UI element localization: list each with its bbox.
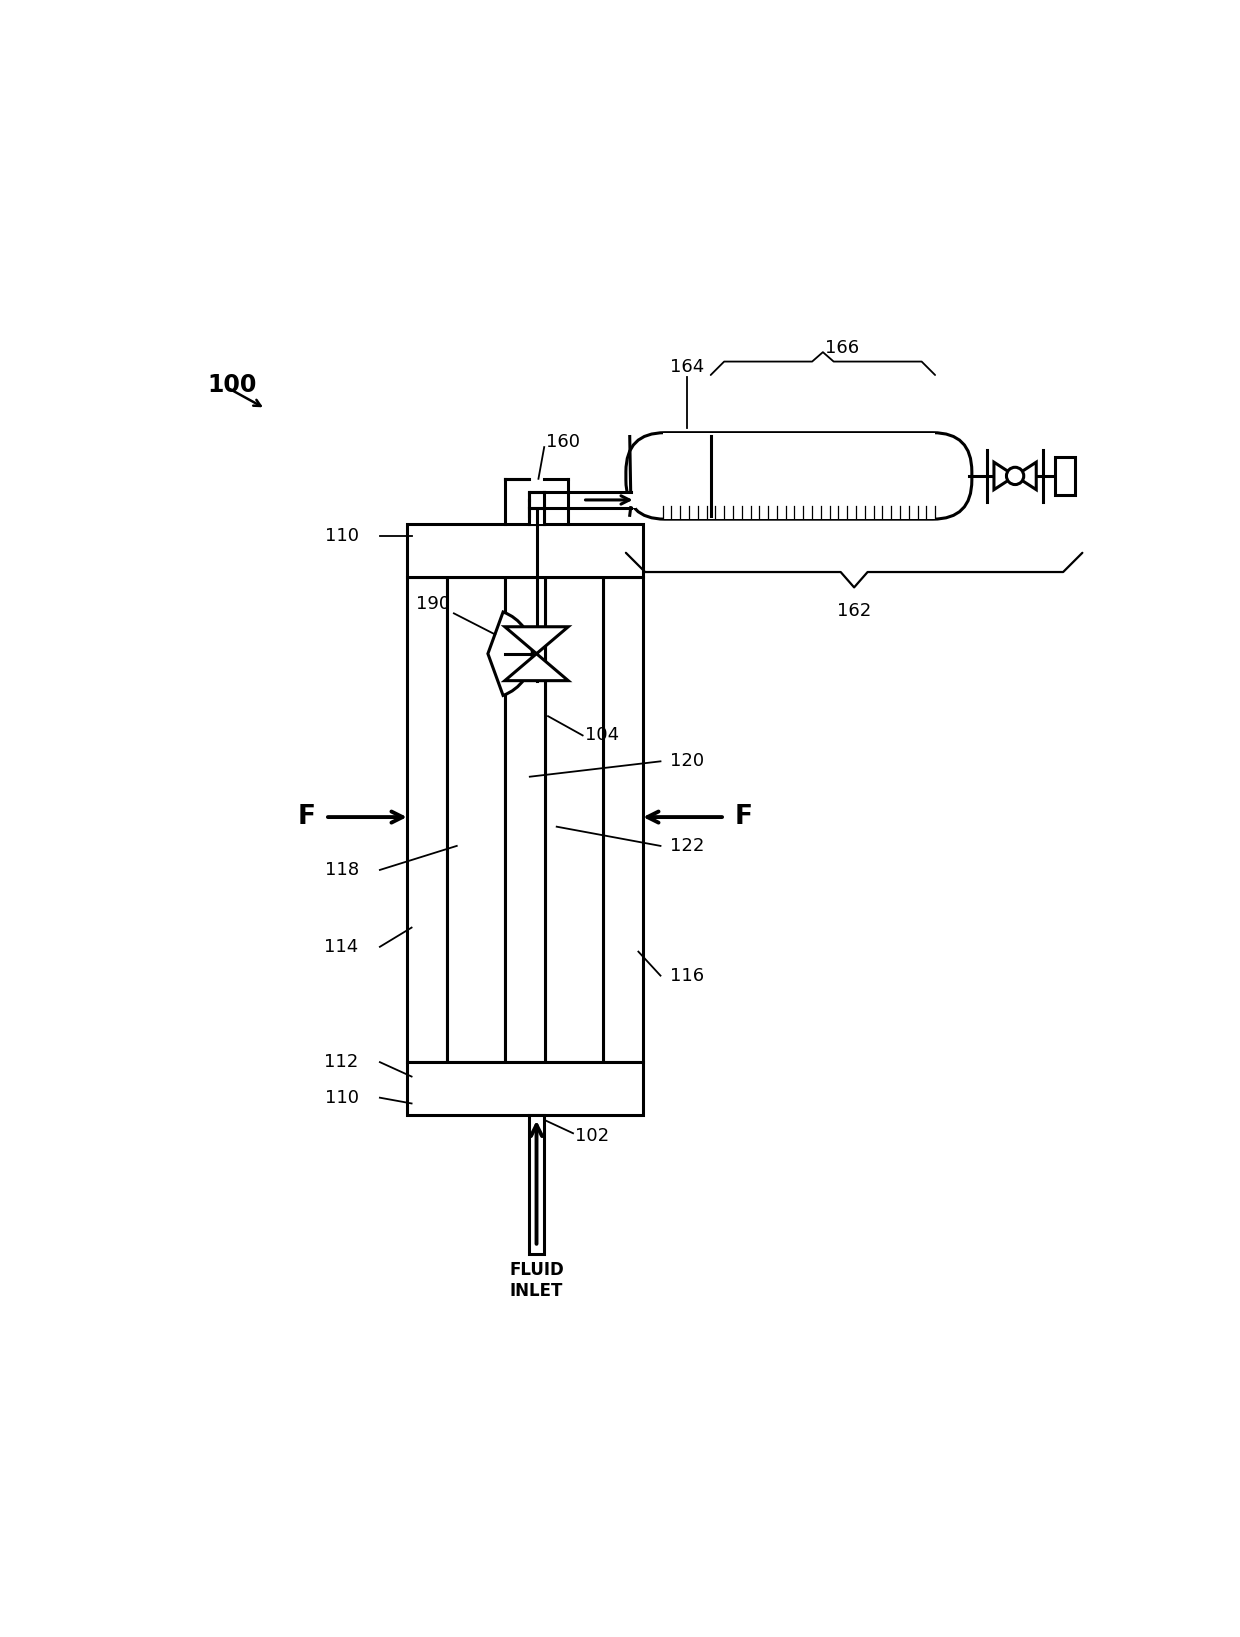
Text: 162: 162	[837, 602, 872, 620]
Circle shape	[1007, 467, 1024, 485]
Text: 100: 100	[208, 373, 257, 396]
Bar	[407, 576, 448, 1062]
Text: 122: 122	[670, 837, 704, 855]
Text: 118: 118	[325, 861, 358, 879]
Text: 166: 166	[825, 339, 859, 357]
Polygon shape	[505, 627, 568, 653]
Text: 110: 110	[325, 527, 358, 545]
Bar	[448, 576, 505, 1062]
Bar	[1055, 457, 1075, 494]
Bar	[407, 524, 644, 576]
Bar	[711, 432, 935, 519]
Text: 114: 114	[325, 938, 358, 956]
Bar	[528, 499, 544, 524]
Bar	[407, 1062, 644, 1115]
Bar	[662, 432, 711, 519]
Bar	[546, 576, 603, 1062]
Text: 110: 110	[325, 1089, 358, 1107]
Bar	[407, 524, 644, 576]
Bar	[448, 576, 505, 1062]
Text: 112: 112	[325, 1053, 358, 1071]
Text: 120: 120	[670, 753, 704, 771]
Bar	[528, 491, 546, 509]
Polygon shape	[1016, 462, 1037, 489]
Text: 102: 102	[575, 1128, 609, 1146]
Bar	[711, 432, 935, 519]
Bar	[528, 507, 544, 524]
Text: 116: 116	[670, 966, 704, 984]
Bar	[544, 493, 631, 507]
Bar	[528, 1115, 544, 1254]
Text: 164: 164	[670, 359, 704, 377]
Text: F: F	[734, 804, 753, 830]
Bar	[603, 576, 644, 1062]
Text: FLUID
INLET: FLUID INLET	[510, 1260, 564, 1300]
Wedge shape	[487, 612, 532, 696]
Bar	[629, 493, 636, 507]
Bar	[546, 576, 603, 1062]
Text: 190: 190	[415, 594, 450, 612]
Text: 104: 104	[584, 727, 619, 745]
Bar	[407, 1062, 644, 1115]
Text: F: F	[298, 804, 315, 830]
Bar	[407, 576, 448, 1062]
Bar	[662, 432, 711, 519]
Text: 160: 160	[546, 434, 580, 452]
Polygon shape	[505, 653, 568, 681]
Bar	[603, 576, 644, 1062]
Polygon shape	[994, 462, 1016, 489]
Bar	[505, 576, 546, 1062]
FancyBboxPatch shape	[626, 432, 972, 519]
Bar	[505, 576, 546, 1062]
